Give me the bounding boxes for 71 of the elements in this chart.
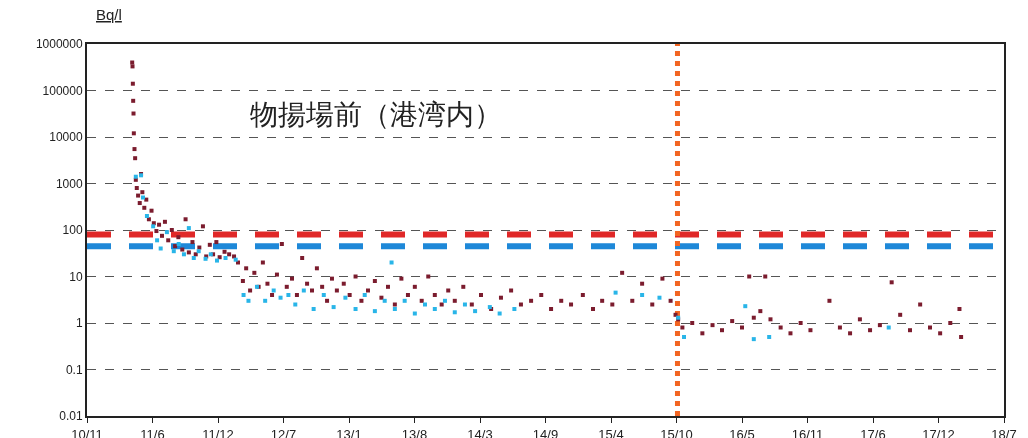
point	[186, 226, 191, 231]
point	[278, 295, 283, 300]
point	[613, 290, 618, 295]
point	[462, 302, 467, 307]
y-axis-title: Bq/l	[96, 6, 122, 23]
point	[389, 260, 394, 265]
x-tick-label: 14/3	[467, 426, 493, 438]
x-tick-label: 11/12	[202, 426, 234, 438]
point	[422, 302, 427, 307]
point	[886, 325, 891, 330]
point	[241, 293, 246, 297]
point	[286, 293, 291, 297]
point	[164, 230, 169, 235]
point	[473, 309, 478, 314]
x-tick-label: 15/4	[598, 426, 624, 438]
x-tick-label: 11/6	[140, 426, 165, 438]
x-tick-label: 18/7	[991, 426, 1017, 438]
x-tick-label: 16/11	[791, 426, 824, 438]
point	[657, 295, 662, 300]
point	[751, 337, 756, 342]
x-tick-label: 16/5	[729, 426, 755, 438]
point	[331, 305, 336, 310]
x-tick-label: 15/10	[660, 426, 693, 438]
y-tick-label: 100	[62, 223, 83, 238]
y-tick-label: 0.1	[65, 362, 83, 377]
y-tick-label: 0.01	[59, 409, 83, 424]
x-tick-label: 13/8	[401, 426, 428, 438]
x-tick-label: 10/11	[71, 426, 103, 438]
point	[392, 307, 397, 311]
point	[412, 311, 417, 316]
point	[171, 249, 176, 254]
point	[682, 335, 687, 339]
y-tick-label: 10000	[49, 130, 83, 145]
point	[512, 307, 517, 311]
point	[640, 293, 645, 297]
point	[743, 304, 748, 309]
point	[271, 288, 276, 293]
point	[362, 293, 367, 297]
x-tick-label: 17/12	[922, 426, 955, 438]
x-tick-label: 17/6	[860, 426, 886, 438]
point	[301, 288, 306, 293]
x-tick-label: 14/9	[532, 426, 559, 438]
point	[402, 298, 407, 303]
y-tick-label: 10	[69, 269, 83, 284]
point	[497, 311, 502, 316]
point	[293, 302, 298, 307]
x-tick-label: 12/7	[270, 426, 297, 438]
point	[155, 238, 160, 243]
point	[372, 309, 377, 314]
point	[353, 307, 358, 311]
y-tick-label: 100000	[42, 83, 83, 98]
point	[321, 293, 326, 297]
text: 物揚場前（港湾内）	[250, 98, 502, 131]
point	[311, 307, 316, 311]
point	[246, 298, 251, 303]
point	[141, 195, 145, 200]
point	[144, 214, 149, 218]
y-tick-label: 1000000	[35, 37, 83, 52]
y-tick-label: 1000	[55, 176, 83, 191]
point	[343, 295, 348, 300]
y-tick-label: 1	[75, 316, 83, 331]
point	[767, 335, 772, 339]
x-tick-label: 13/1	[336, 426, 362, 438]
point	[442, 298, 447, 303]
point	[191, 256, 196, 260]
point	[452, 310, 457, 315]
point	[432, 307, 437, 311]
point	[263, 298, 268, 303]
point	[223, 256, 228, 260]
point	[181, 252, 186, 257]
point	[158, 246, 163, 251]
